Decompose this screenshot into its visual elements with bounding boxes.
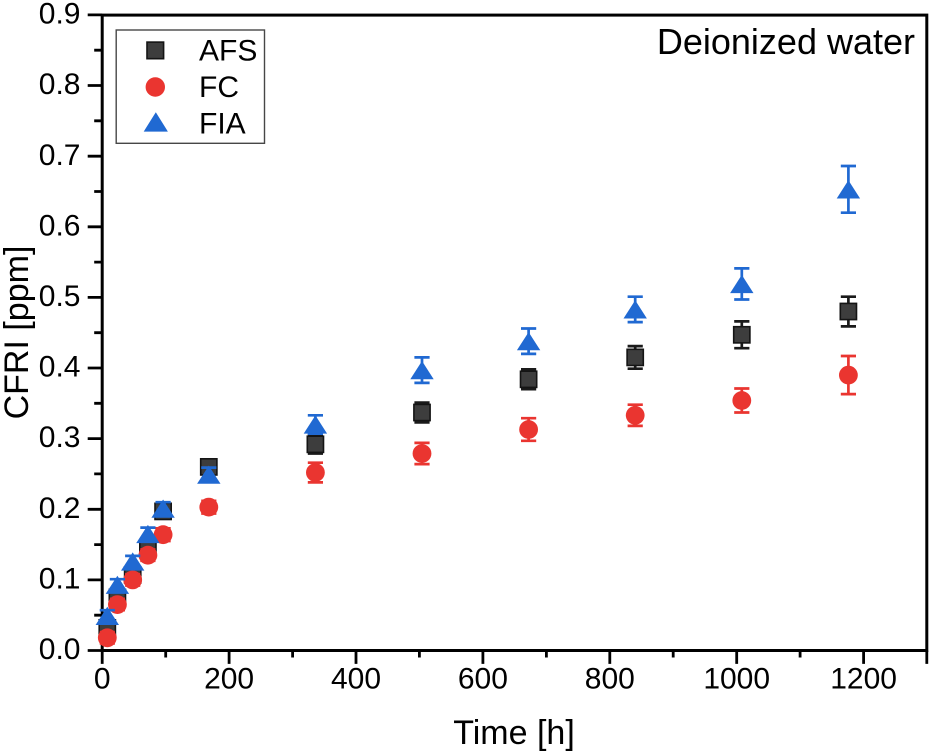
svg-text:0.4: 0.4 xyxy=(39,351,81,384)
svg-text:0.1: 0.1 xyxy=(39,563,81,596)
svg-text:0.9: 0.9 xyxy=(39,0,81,31)
svg-text:200: 200 xyxy=(204,663,254,696)
svg-text:0.5: 0.5 xyxy=(39,280,81,313)
svg-text:FIA: FIA xyxy=(199,107,246,140)
svg-text:CFRI [ppm]: CFRI [ppm] xyxy=(0,246,36,420)
svg-text:1200: 1200 xyxy=(830,663,897,696)
svg-text:FC: FC xyxy=(199,71,239,104)
svg-text:0: 0 xyxy=(94,663,111,696)
svg-text:400: 400 xyxy=(331,663,381,696)
svg-text:0.6: 0.6 xyxy=(39,209,81,242)
svg-text:600: 600 xyxy=(458,663,508,696)
svg-text:800: 800 xyxy=(585,663,635,696)
svg-text:Time [h]: Time [h] xyxy=(453,714,575,752)
svg-text:0.7: 0.7 xyxy=(39,139,81,172)
svg-text:0.0: 0.0 xyxy=(39,633,81,666)
svg-text:0.3: 0.3 xyxy=(39,421,81,454)
svg-text:AFS: AFS xyxy=(199,35,257,68)
svg-text:Deionized water: Deionized water xyxy=(657,21,915,62)
svg-text:0.2: 0.2 xyxy=(39,492,81,525)
svg-text:1000: 1000 xyxy=(703,663,770,696)
svg-text:0.8: 0.8 xyxy=(39,68,81,101)
